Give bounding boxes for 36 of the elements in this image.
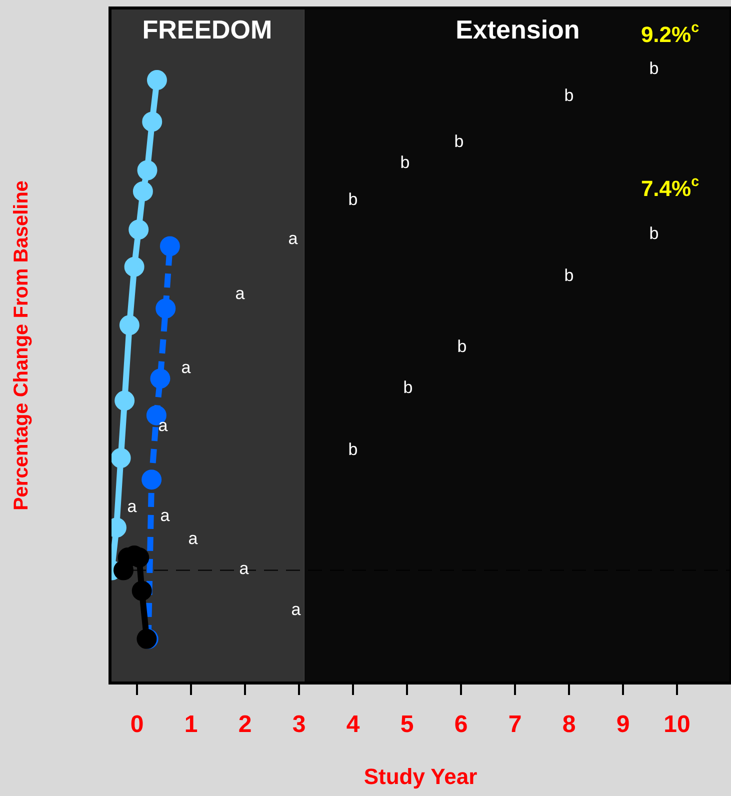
annotation: a xyxy=(158,416,168,436)
annotation: b xyxy=(564,266,574,286)
annotation: b xyxy=(403,378,413,398)
x-tick-label: 0 xyxy=(130,711,144,738)
band-label: Extension xyxy=(456,14,580,44)
annotation: b xyxy=(564,86,574,106)
x-tick-label: 4 xyxy=(346,711,360,738)
annotation: a xyxy=(288,229,298,248)
x-tick-label: 10 xyxy=(664,711,690,738)
annotation: a xyxy=(291,600,302,620)
x-tick-label: 5 xyxy=(400,711,414,738)
annotation: b xyxy=(649,224,659,244)
annotation: a xyxy=(235,284,246,304)
annotation: a xyxy=(181,358,192,378)
text: 9.2%$^{c}$ xyxy=(640,20,700,47)
x-tick-label: 6 xyxy=(454,711,468,738)
x-tick-label: 1 xyxy=(184,711,198,738)
x-axis-title: Study Year xyxy=(364,764,478,789)
annotation: b xyxy=(457,337,467,356)
text: b xyxy=(649,59,659,78)
annotation: a xyxy=(239,559,250,578)
x-tick-label: 9 xyxy=(616,711,630,738)
x-tick-label: 3 xyxy=(292,711,306,738)
annotation: a xyxy=(127,497,138,516)
x-tick-label: 8 xyxy=(562,711,576,738)
x-tick-label: 7 xyxy=(508,711,522,738)
annotation: b xyxy=(348,190,358,210)
annotation: a xyxy=(188,529,198,548)
annotation: 7.4%$^{c}$ xyxy=(640,174,700,201)
annotation: b xyxy=(348,440,358,460)
annotation: a xyxy=(160,506,170,526)
band-label: FREEDOM xyxy=(142,14,272,44)
y-axis-title: Percentage Change From Baseline xyxy=(10,180,32,511)
annotation: b xyxy=(400,153,410,172)
x-tick-label: 2 xyxy=(238,711,252,738)
annotation: b xyxy=(454,132,464,152)
